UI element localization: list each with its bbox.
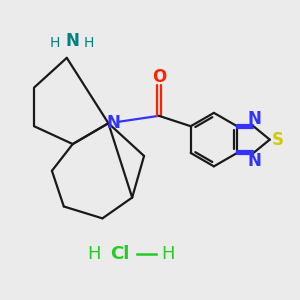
Text: S: S <box>272 130 284 148</box>
Text: H: H <box>87 245 100 263</box>
Text: O: O <box>152 68 166 86</box>
Text: N: N <box>248 152 262 170</box>
Text: Cl: Cl <box>111 245 130 263</box>
Text: N: N <box>65 32 79 50</box>
Text: H: H <box>50 36 60 50</box>
Text: N: N <box>248 110 262 128</box>
Text: H: H <box>84 36 94 50</box>
Text: H: H <box>161 245 175 263</box>
Text: N: N <box>107 114 121 132</box>
